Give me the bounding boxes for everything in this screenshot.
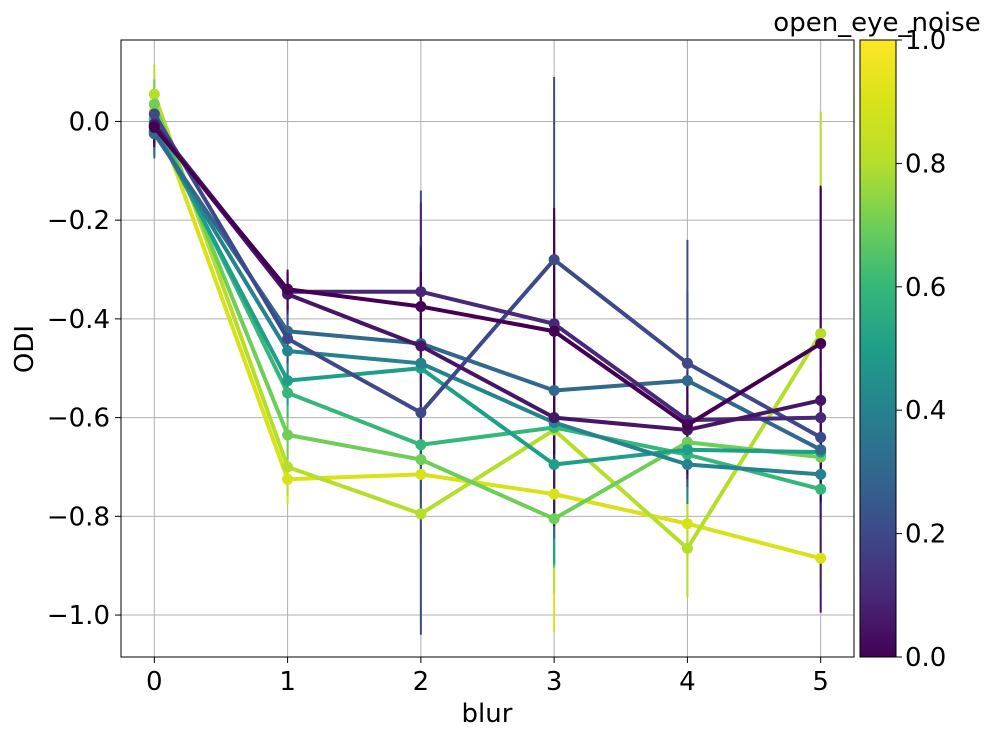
data-point — [548, 488, 560, 500]
grid — [121, 40, 854, 657]
series-line — [152, 125, 821, 467]
data-point — [681, 357, 693, 369]
data-point — [415, 357, 427, 369]
data-point — [282, 375, 294, 387]
y-tick-label: −0.6 — [47, 404, 110, 434]
colorbar-ticks: 0.0 0.2 0.4 0.6 0.8 1.0 — [896, 26, 946, 673]
colorbar-tick-label: 1.0 — [905, 26, 946, 56]
x-tick-label: 1 — [279, 667, 296, 697]
data-point — [681, 542, 693, 554]
x-axis-label: blur — [462, 699, 513, 729]
series-line — [152, 113, 822, 440]
x-tick-label: 3 — [546, 667, 563, 697]
data-point — [548, 513, 560, 525]
series-line — [152, 126, 822, 428]
y-tick-label: −1.0 — [47, 601, 110, 631]
series-line — [152, 110, 822, 561]
data-point — [415, 286, 427, 298]
data-point — [815, 412, 827, 424]
x-tick-label: 2 — [413, 667, 430, 697]
series-7 — [148, 108, 827, 443]
data-point — [815, 468, 827, 480]
data-point — [282, 345, 294, 357]
data-point — [681, 444, 693, 456]
y-tick-label: 0.0 — [69, 107, 110, 137]
x-tick-label: 0 — [146, 667, 163, 697]
series-line — [152, 118, 822, 492]
x-ticks: 0 1 2 3 4 5 — [146, 657, 829, 697]
data-point — [681, 518, 693, 530]
colorbar-tick-label: 0.8 — [905, 149, 946, 179]
data-point — [548, 412, 560, 424]
data-point — [815, 328, 827, 340]
data-point — [548, 384, 560, 396]
x-tick-label: 5 — [812, 667, 829, 697]
data-point — [815, 483, 827, 495]
y-tick-label: −0.8 — [47, 502, 110, 532]
data-point — [148, 98, 160, 110]
series-4 — [148, 120, 827, 470]
colorbar-tick-label: 0.4 — [905, 396, 946, 426]
y-ticks: 0.0 −0.2 −0.4 −0.6 −0.8 −1.0 — [47, 107, 121, 631]
data-point — [282, 461, 294, 473]
series-0 — [148, 106, 827, 564]
series-line — [152, 103, 821, 521]
colorbar-tick-label: 0.2 — [905, 520, 946, 550]
x-tick-label: 4 — [679, 667, 696, 697]
colorbar-tick-label: 0.0 — [905, 643, 946, 673]
series-line — [152, 132, 822, 452]
y-tick-label: −0.2 — [47, 206, 110, 236]
data-point — [148, 108, 160, 120]
series-5 — [148, 125, 827, 480]
data-point — [548, 458, 560, 470]
data-point — [415, 454, 427, 466]
plot-frame — [120, 39, 855, 658]
series-line — [152, 130, 821, 477]
data-point — [282, 387, 294, 399]
series-line — [152, 93, 823, 551]
y-tick-label: −0.4 — [47, 305, 110, 335]
series-10 — [148, 121, 827, 431]
data-point — [548, 325, 560, 337]
data-point — [282, 429, 294, 441]
colorbar-tick-label: 0.6 — [905, 273, 946, 303]
data-point — [282, 473, 294, 485]
data-point — [681, 419, 693, 431]
data-point — [415, 340, 427, 352]
colorbar-title: open_eye_noise — [773, 8, 980, 38]
data-point — [815, 338, 827, 350]
data-point — [815, 552, 827, 564]
y-axis-label: ODI — [10, 325, 40, 373]
data-point — [148, 88, 160, 100]
data-point — [548, 254, 560, 266]
series-3 — [148, 113, 827, 495]
data-point — [815, 431, 827, 443]
data-point — [282, 283, 294, 295]
data-point — [681, 458, 693, 470]
series-line — [152, 124, 822, 432]
data-point — [415, 407, 427, 419]
data-point — [282, 333, 294, 345]
data-point — [815, 394, 827, 406]
data-point — [415, 508, 427, 520]
data-point — [148, 121, 160, 133]
colorbar — [859, 39, 897, 658]
data-point — [415, 439, 427, 451]
data-point — [415, 468, 427, 480]
series-lines — [148, 88, 827, 564]
data-point — [815, 444, 827, 456]
data-point — [681, 375, 693, 387]
data-point — [415, 301, 427, 313]
